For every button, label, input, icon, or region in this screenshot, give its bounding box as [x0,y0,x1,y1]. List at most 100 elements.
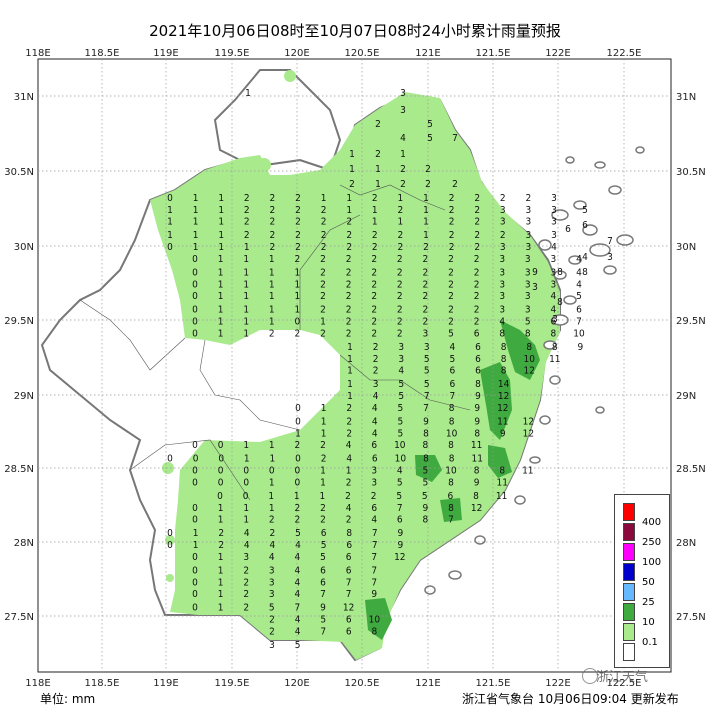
rainfall-value: 2 [449,230,455,241]
rainfall-value: 8 [423,428,429,439]
legend-label: 0.1 [642,637,658,648]
rainfall-value: 9 [474,416,480,427]
rainfall-value: 1 [243,267,249,278]
rainfall-value: 1 [269,477,275,488]
legend-swatch [623,563,635,581]
rainfall-value: 0 [295,403,301,414]
rainfall-value: 7 [372,540,378,551]
rainfall-value: 2 [295,440,301,451]
rainfall-value: 3 [424,342,430,353]
lat-tick-label: 29N [676,391,696,402]
rainfall-value: 2 [243,589,249,600]
rainfall-value: 2 [320,440,326,451]
rainfall-value: 2 [295,217,301,228]
rainfall-value: 1 [295,291,301,302]
rainfall-value: 0 [192,328,198,339]
rainfall-value: 1 [243,328,249,339]
rainfall-value: 0 [192,279,198,290]
rainfall-value: 2 [423,242,429,253]
rainfall-value: 1 [269,254,275,265]
rainfall-value: 1 [218,328,224,339]
lat-tick-label: 28N [676,538,696,549]
rainfall-value: 6 [320,565,326,576]
rainfall-value: 2 [373,342,379,353]
rainfall-value-offshore: 5 [427,119,433,130]
lat-tick-label: 31N [676,92,696,103]
rainfall-value: 2 [218,528,224,539]
rainfall-value: 3 [269,565,275,576]
rainfall-value: 4 [270,540,276,551]
rainfall-value: 2 [243,565,249,576]
rainfall-value: 4 [295,589,301,600]
rainfall-value: 2 [372,193,378,204]
rainfall-value: 3 [551,254,557,265]
rainfall-value: 1 [295,279,301,290]
rainfall-value: 1 [218,193,224,204]
rainfall-value: 0 [167,528,173,539]
rainfall-value: 2 [474,205,480,216]
rainfall-value: 4 [269,552,275,563]
rainfall-value: 1 [321,416,327,427]
rainfall-value: 2 [295,242,301,253]
rainfall-value: 1 [218,254,224,265]
rainfall-value: 8 [474,466,480,477]
rainfall-value: 1 [193,205,199,216]
rainfall-value: 6 [450,379,456,390]
rainfall-value: 2 [423,267,429,278]
lon-tick-label: 121.5E [476,678,511,689]
legend-label: 100 [642,557,662,568]
rainfall-value: 2 [371,305,377,316]
rainfall-value: 4 [551,291,557,302]
lat-tick-label: 28.5N [676,464,706,475]
rainfall-value: 2 [346,217,352,228]
lat-tick-label: 29.5N [676,316,706,327]
rainfall-value: 2 [346,428,352,439]
rainfall-value: 0 [192,440,198,451]
rainfall-value: 1 [347,342,353,353]
lat-tick-label: 30N [14,242,34,253]
rainfall-value: 4 [244,528,250,539]
lon-tick-label: 122.5E [607,48,642,59]
rainfall-value: 3 [551,205,557,216]
rainfall-value: 1 [269,305,275,316]
lon-tick-label: 121.5E [476,48,511,59]
rainfall-value: 2 [346,403,352,414]
rainfall-value: 4 [295,552,301,563]
rainfall-value: 9 [474,403,480,414]
lon-tick-label: 122.5E [607,678,642,689]
rainfall-value: 1 [243,291,249,302]
rainfall-value: 2 [398,230,404,241]
rainfall-value: 1 [295,267,301,278]
rainfall-value: 4 [346,454,352,465]
rainfall-value: 9 [398,528,404,539]
rainfall-value: 11 [497,416,508,427]
rainfall-value-offshore: 4 [400,133,406,144]
rainfall-value: 2 [449,242,455,253]
rainfall-value: 4 [295,540,301,551]
lon-tick-label: 122E [545,48,570,59]
legend-swatch [623,543,635,561]
rainfall-value: 2 [474,217,480,228]
rainfall-value: 7 [346,577,352,588]
rainfall-value: 8 [372,626,378,637]
rainfall-value: 2 [320,291,326,302]
rainfall-value: 2 [371,267,377,278]
rainfall-value-offshore: 6 [565,224,571,235]
rainfall-value: 3 [551,230,557,241]
rainfall-value: 9 [500,428,506,439]
rainfall-value: 2 [371,291,377,302]
rainfall-value: 5 [422,491,428,502]
rainfall-value: 3 [525,254,531,265]
rainfall-value: 0 [192,466,198,477]
lon-tick-label: 119.5E [215,678,250,689]
rainfall-value: 0 [218,454,224,465]
rain-area-moderate-5 [365,598,392,640]
rainfall-value-offshore: 9 [532,267,538,278]
rainfall-value: 2 [372,242,378,253]
rainfall-value: 7 [397,503,403,514]
rainfall-value: 7 [320,626,326,637]
rainfall-value-offshore: 2 [375,119,381,130]
rainfall-value: 6 [346,615,352,626]
rainfall-value: 9 [475,391,481,402]
